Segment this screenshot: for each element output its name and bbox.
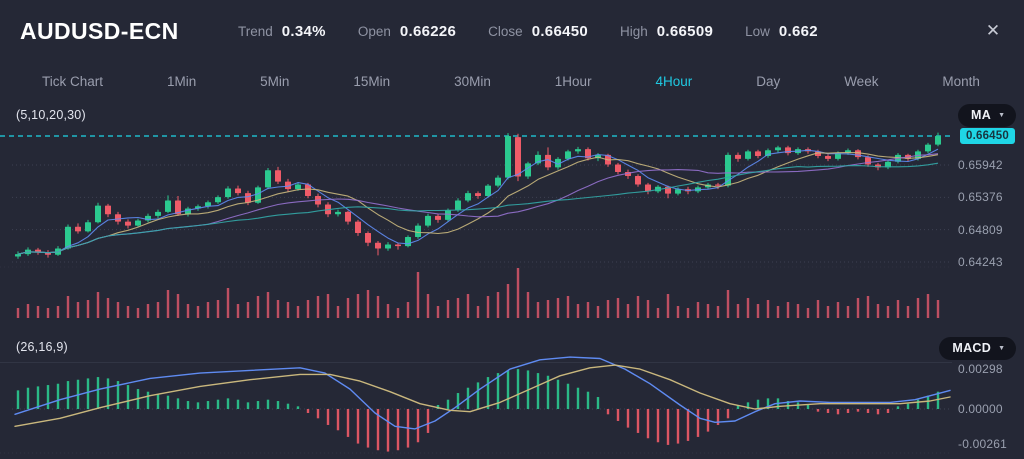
chart-header: AUDUSD-ECN Trend 0.34% Open 0.66226 Clos…	[0, 0, 1024, 62]
macd-settings-label: (26,16,9)	[16, 340, 68, 354]
price-axis-label: 0.65942	[958, 158, 1003, 172]
tab-tick-chart[interactable]: Tick Chart	[42, 73, 104, 89]
tab-1hour[interactable]: 1Hour	[554, 73, 592, 89]
macd-axis-label: 0.00000	[958, 402, 1003, 416]
stat-label: Close	[488, 23, 523, 39]
chevron-down-icon: ▼	[998, 344, 1005, 352]
macd-axis-label: -0.00261	[958, 437, 1007, 451]
stat-low: Low 0.662	[745, 23, 818, 40]
tab-5min[interactable]: 5Min	[260, 73, 290, 89]
ma-dropdown-label: MA	[971, 108, 992, 122]
stat-value: 0.662	[778, 22, 818, 40]
price-axis-label: 0.65376	[958, 190, 1003, 204]
last-price-badge: 0.66450	[960, 128, 1015, 144]
stat-high: High 0.66509	[620, 23, 713, 40]
tab-1min[interactable]: 1Min	[166, 73, 197, 89]
tab-15min[interactable]: 15Min	[353, 73, 391, 89]
stat-value: 0.34%	[281, 22, 326, 40]
tab-month[interactable]: Month	[942, 73, 980, 89]
stat-value: 0.66226	[399, 22, 457, 40]
stat-value: 0.66509	[656, 22, 714, 40]
tab-day[interactable]: Day	[756, 73, 781, 89]
ma-settings-label: (5,10,20,30)	[16, 108, 86, 122]
price-axis-label: 0.64243	[958, 255, 1003, 269]
chart-area: (5,10,20,30) MA ▼ 0.65942 0.65376 0.6480…	[0, 100, 1024, 459]
stat-label: Low	[745, 23, 770, 39]
symbol-title: AUDUSD-ECN	[20, 17, 179, 44]
tab-30min[interactable]: 30Min	[454, 73, 491, 89]
ohlc-stats: Trend 0.34% Open 0.66226 Close 0.66450 H…	[238, 23, 818, 40]
price-axis: 0.65942 0.65376 0.64809 0.64243 0.00298 …	[958, 100, 1024, 459]
macd-axis-label: 0.00298	[958, 362, 1003, 376]
macd-dropdown-label: MACD	[952, 341, 992, 355]
stat-label: High	[620, 23, 648, 39]
price-axis-label: 0.64809	[958, 223, 1003, 237]
stat-value: 0.66450	[531, 22, 589, 40]
stat-open: Open 0.66226	[358, 23, 456, 40]
stat-label: Open	[357, 23, 391, 39]
ma-dropdown[interactable]: MA ▼	[958, 104, 1016, 127]
chart-canvas[interactable]	[0, 100, 1024, 459]
tab-4hour[interactable]: 4Hour	[655, 73, 693, 89]
tab-week[interactable]: Week	[844, 73, 879, 89]
chevron-down-icon: ▼	[998, 111, 1005, 119]
stat-trend: Trend 0.34%	[238, 23, 326, 40]
macd-dropdown[interactable]: MACD ▼	[939, 337, 1016, 360]
timeframe-tabs: Tick Chart 1Min 5Min 15Min 30Min 1Hour 4…	[0, 62, 1024, 100]
close-icon[interactable]: ✕	[985, 21, 1001, 40]
stat-label: Trend	[238, 23, 273, 39]
stat-close: Close 0.66450	[488, 23, 588, 40]
